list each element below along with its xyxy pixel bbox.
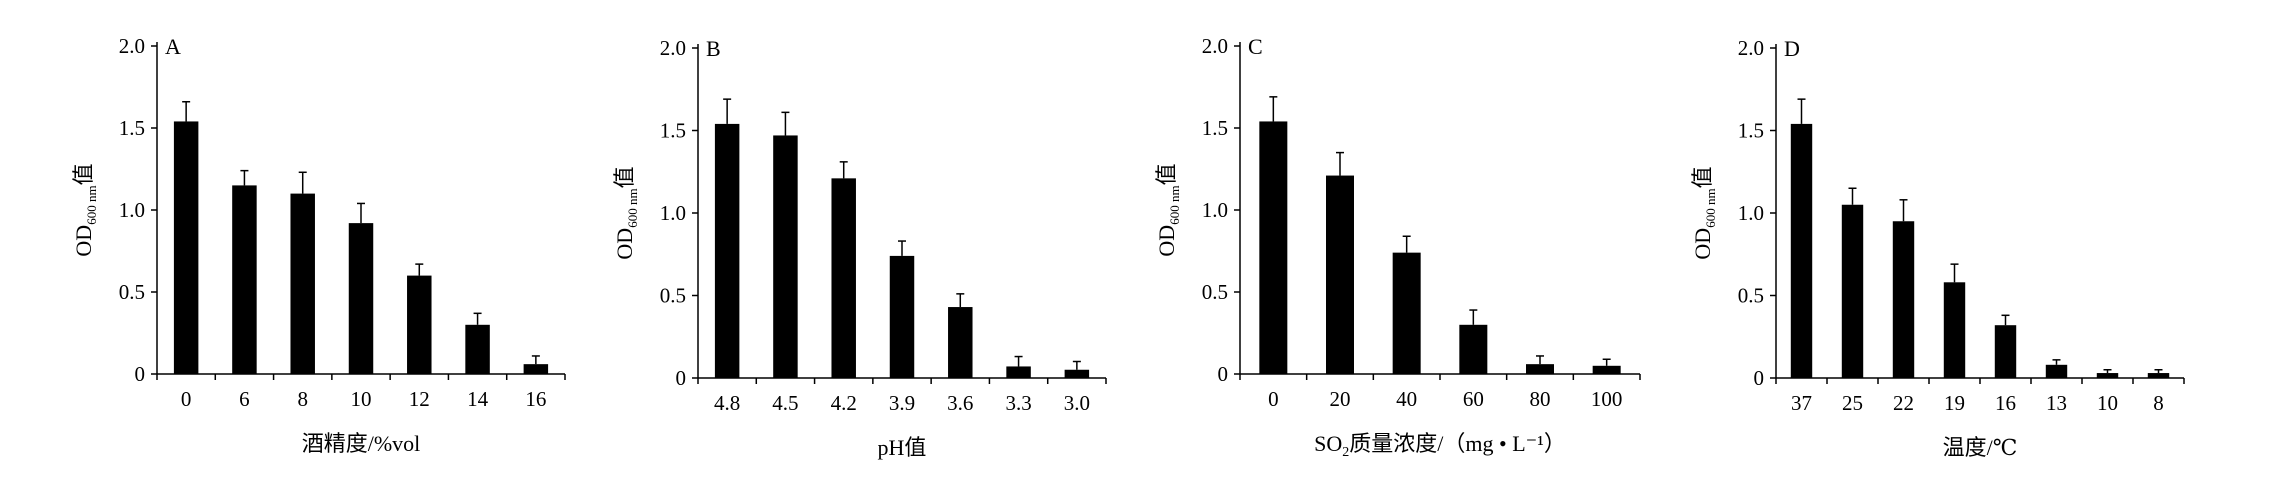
panel-label: C: [1248, 34, 1263, 59]
x-tick-label: 4.2: [831, 391, 857, 415]
y-tick-label: 0: [676, 366, 687, 390]
x-tick-label: 8: [297, 387, 308, 411]
bar: [232, 185, 257, 374]
bar: [889, 255, 915, 378]
x-axis-title: SO2质量浓度/（mg • L⁻¹）: [1314, 431, 1566, 460]
y-tick-label: 1.5: [1202, 116, 1228, 140]
x-tick-label: 6: [239, 387, 250, 411]
panel-label: D: [1784, 36, 1800, 61]
x-axis-title: 温度/℃: [1943, 435, 2018, 460]
y-tick-label: 0.5: [660, 284, 686, 308]
bar: [290, 193, 315, 374]
x-tick-label: 4.5: [772, 391, 798, 415]
bar: [1006, 366, 1031, 378]
x-tick-label: 3.3: [1005, 391, 1031, 415]
x-tick-label: 4.8: [714, 391, 740, 415]
y-tick-label: 0: [1754, 366, 1765, 390]
x-axis-title: pH值: [878, 435, 927, 460]
y-axis-title: OD600 nm值: [1690, 166, 1718, 259]
bar: [1392, 252, 1421, 374]
bar: [948, 307, 973, 378]
x-tick-label: 19: [1944, 391, 1965, 415]
bar: [348, 223, 374, 374]
y-tick-label: 0: [1218, 362, 1229, 386]
x-tick-label: 3.9: [889, 391, 915, 415]
panels: 0 0.5 1.0 1.5 2.0 0 6 8 10 12 14 16 A OD600 nm值酒精度/%v…: [71, 34, 2185, 460]
bar: [2045, 364, 2068, 378]
x-tick-label: 0: [1268, 387, 1279, 411]
bar: [831, 178, 856, 378]
chart-panel-a: 0 0.5 1.0 1.5 2.0 0 6 8 10 12 14 16 A OD600 nm值酒精度/%v…: [71, 34, 566, 456]
x-tick-label: 8: [2153, 391, 2164, 415]
bar: [1259, 121, 1288, 374]
bar: [2096, 373, 2119, 378]
x-tick-label: 100: [1591, 387, 1623, 411]
bar: [773, 135, 798, 378]
bar: [1892, 221, 1915, 378]
x-tick-label: 16: [525, 387, 546, 411]
x-tick-label: 80: [1530, 387, 1551, 411]
x-tick-label: 22: [1893, 391, 1914, 415]
y-tick-label: 1.0: [660, 201, 686, 225]
bar: [1841, 204, 1864, 378]
y-tick-label: 1.0: [1202, 198, 1228, 222]
bar: [2147, 373, 2170, 378]
chart-panel-d: 0 0.5 1.0 1.5 2.0 37 25 22 19 16 13 10 8 D OD600 nm值温度…: [1690, 36, 2185, 460]
bar: [1459, 324, 1488, 374]
y-tick-label: 1.5: [1738, 119, 1764, 143]
bar: [465, 324, 490, 374]
x-tick-label: 37: [1791, 391, 1812, 415]
y-tick-label: 1.5: [119, 116, 145, 140]
y-tick-label: 2.0: [1202, 34, 1228, 58]
y-tick-label: 2.0: [660, 36, 686, 60]
bar: [173, 121, 199, 374]
x-tick-label: 16: [1995, 391, 2016, 415]
x-tick-label: 60: [1463, 387, 1484, 411]
x-tick-label: 13: [2046, 391, 2067, 415]
bar: [1526, 364, 1554, 374]
bar: [1592, 365, 1621, 374]
x-axis-title: 酒精度/%vol: [302, 431, 421, 456]
y-tick-label: 1.0: [1738, 201, 1764, 225]
y-axis-title: OD600 nm值: [612, 166, 640, 259]
y-axis-title: OD600 nm值: [71, 163, 99, 256]
panel-label: A: [165, 34, 181, 59]
bar: [407, 275, 432, 374]
x-tick-label: 20: [1330, 387, 1351, 411]
y-tick-label: 0.5: [1738, 284, 1764, 308]
y-tick-label: 2.0: [1738, 36, 1764, 60]
x-tick-label: 25: [1842, 391, 1863, 415]
bar: [1064, 369, 1090, 378]
chart-panel-b: 0 0.5 1.0 1.5 2.0 4.8 4.5 4.2 3.9 3.6 3.3 3.0 B OD600…: [612, 36, 1107, 460]
x-tick-label: 12: [409, 387, 430, 411]
bar: [1790, 123, 1813, 379]
bar: [1943, 282, 1966, 378]
y-tick-label: 1.0: [119, 198, 145, 222]
x-tick-label: 40: [1396, 387, 1417, 411]
panel-label: B: [706, 36, 721, 61]
x-tick-label: 14: [467, 387, 489, 411]
y-tick-label: 1.5: [660, 119, 686, 143]
x-tick-label: 10: [351, 387, 372, 411]
y-tick-label: 2.0: [119, 34, 145, 58]
bar: [1994, 325, 2017, 378]
chart-panel-c: 0 0.5 1.0 1.5 2.0 0 20 40 60 80 100 C OD600 nm值 SO2质量…: [1154, 34, 1641, 460]
x-tick-label: 3.6: [947, 391, 973, 415]
bar: [523, 364, 549, 374]
y-tick-label: 0.5: [1202, 280, 1228, 304]
y-tick-label: 0: [135, 362, 146, 386]
y-tick-label: 0.5: [119, 280, 145, 304]
x-tick-label: 0: [181, 387, 192, 411]
bar: [714, 123, 740, 379]
x-tick-label: 10: [2097, 391, 2118, 415]
y-axis-title: OD600 nm值: [1154, 163, 1182, 256]
x-tick-label: 3.0: [1064, 391, 1090, 415]
bar: [1326, 175, 1354, 374]
